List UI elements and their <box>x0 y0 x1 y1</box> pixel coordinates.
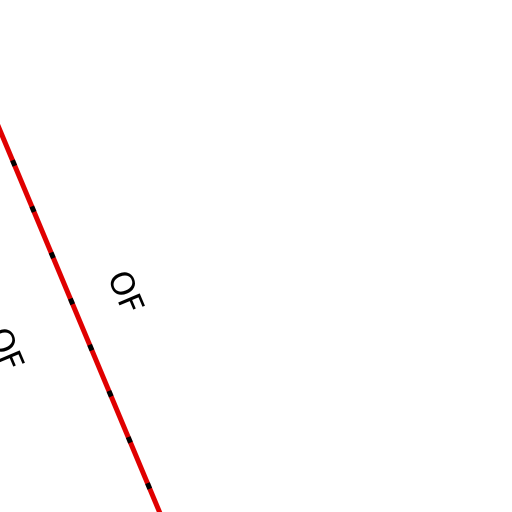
boundary-line <box>0 123 163 512</box>
